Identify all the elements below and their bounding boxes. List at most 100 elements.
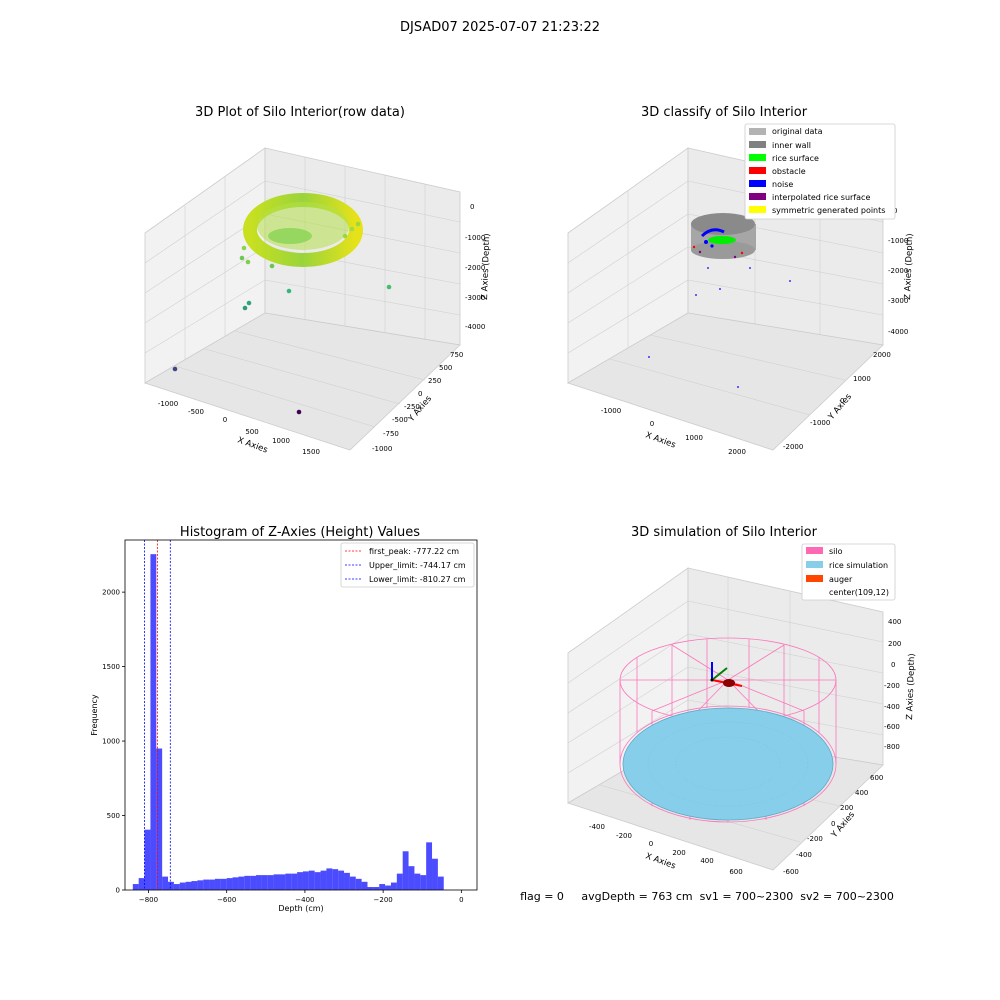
raw-xtick: -500 [188, 408, 204, 416]
hist-xtick-label: −400 [295, 896, 314, 904]
hist-bar [250, 875, 257, 890]
sim-ztick: -600 [884, 723, 900, 731]
hist-bar [326, 868, 333, 890]
hist-bar [173, 884, 180, 890]
raw-point-cloud [239, 193, 363, 269]
legend-label: auger [829, 575, 853, 584]
legend-label: interpolated rice surface [772, 193, 870, 202]
hist-bar [273, 874, 280, 890]
hist-ytick-label: 500 [107, 812, 120, 820]
hist-bar [373, 887, 380, 890]
hist-bar [414, 873, 421, 890]
raw-xtick: 500 [245, 428, 258, 436]
classify-ytick: 2000 [873, 351, 891, 359]
hist-xtick-label: 0 [459, 896, 463, 904]
hist-bar [185, 881, 192, 890]
hist-ytick-label: 1000 [102, 738, 120, 746]
legend-swatch [806, 575, 823, 582]
raw-xtick: -1000 [158, 400, 178, 408]
hist-bar [132, 884, 139, 890]
sim-auger [710, 662, 743, 687]
raw-ztick: 0 [470, 203, 474, 211]
hist-legend-label: Lower_limit: -810.27 cm [369, 575, 466, 584]
hist-bar [291, 873, 298, 890]
hist-frame [124, 539, 478, 891]
hist-bar [402, 851, 409, 890]
sim-ytick: -600 [783, 868, 799, 876]
sim-xtick: 400 [700, 857, 713, 865]
legend-swatch [749, 193, 766, 200]
hist-bar [144, 829, 151, 890]
raw-title: 3D Plot of Silo Interior(row data) [195, 105, 405, 120]
legend-label: obstacle [772, 167, 806, 176]
status-line: flag = 0 avgDepth = 763 cm sv1 = 700~230… [520, 890, 894, 903]
hist-ylabel: Frequency [90, 694, 99, 736]
legend-swatch [806, 561, 823, 568]
classify-ztick: -1000 [888, 237, 908, 245]
sim-ytick: 400 [855, 789, 868, 797]
hist-bar [179, 882, 186, 890]
hist-bar [302, 871, 309, 890]
classify-xlabel: X Axies [644, 430, 677, 450]
legend-label: original data [772, 127, 823, 136]
sim-ztick: 200 [888, 640, 901, 648]
hist-bar [191, 881, 198, 890]
hist-bar [267, 875, 274, 890]
hist-legend-label: Upper_limit: -744.17 cm [369, 561, 466, 570]
hist-bar [308, 870, 315, 890]
classify-xtick: 0 [650, 420, 654, 428]
hist-bar [338, 870, 345, 890]
legend-swatch [806, 547, 823, 554]
hist-bar [156, 748, 163, 890]
hist-bar [367, 887, 374, 890]
hist-bar [238, 876, 245, 890]
hist-ytick-label: 2000 [102, 589, 120, 597]
raw-ytick: 750 [450, 351, 463, 359]
panel-simulation-3d: 3D simulation of Silo Interior [567, 525, 917, 876]
raw-ztick: -4000 [465, 323, 485, 331]
classify-ztick: -3000 [888, 297, 908, 305]
raw-ztick: -2000 [465, 264, 485, 272]
legend-label: center(109,12) [829, 588, 889, 597]
legend-swatch [749, 154, 766, 161]
figure-suptitle: DJSAD07 2025-07-07 21:23:22 [400, 20, 600, 35]
raw-ytick: 250 [428, 377, 441, 385]
legend-swatch [749, 141, 766, 148]
hist-bar [232, 877, 239, 890]
classify-floor-pane [567, 312, 884, 451]
hist-bar [138, 878, 145, 890]
sim-ztick: 0 [891, 661, 895, 669]
hist-bar [256, 875, 262, 890]
classify-point-cloud [648, 213, 791, 388]
raw-ytick: -250 [404, 403, 420, 411]
hist-bar [197, 880, 204, 890]
hist-bar [379, 884, 386, 890]
legend-swatch [749, 128, 766, 135]
hist-bar [168, 881, 174, 890]
raw-xtick: 1000 [272, 437, 290, 445]
classify-title: 3D classify of Silo Interior [641, 105, 808, 120]
sim-legend: silo rice simulation auger center(109,12… [801, 543, 896, 601]
sim-xtick: 200 [672, 849, 685, 857]
hist-bar [408, 866, 415, 890]
hist-bar [385, 885, 391, 890]
classify-xtick: 2000 [728, 448, 746, 456]
raw-ytick: -750 [383, 430, 399, 438]
sim-xtick: 0 [649, 840, 653, 848]
classify-ytick: 1000 [853, 375, 871, 383]
classify-ytick: -2000 [783, 443, 803, 451]
hist-yticks: 0 500 1000 1500 2000 [102, 589, 125, 895]
hist-bar [244, 875, 251, 890]
hist-bar [297, 872, 303, 890]
raw-outlier-point [172, 366, 178, 372]
raw-ytick: 0 [418, 390, 422, 398]
hist-title: Histogram of Z-Axies (Height) Values [180, 525, 420, 540]
raw-xtick: 0 [223, 416, 227, 424]
hist-xtick-label: −800 [139, 896, 158, 904]
hist-xticks: −800 −600 −400 −200 0 [139, 890, 464, 904]
sim-ztick: -200 [884, 682, 900, 690]
hist-bar [332, 869, 339, 890]
sim-xtick: 600 [729, 868, 742, 876]
hist-bar [214, 878, 221, 890]
raw-xlabel: X Axies [236, 435, 269, 455]
